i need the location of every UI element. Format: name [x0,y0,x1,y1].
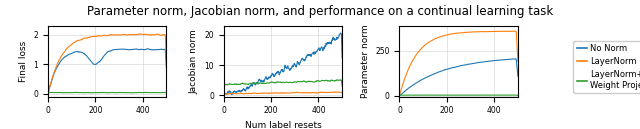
Y-axis label: Jacobian norm: Jacobian norm [190,29,199,94]
Legend: No Norm, LayerNorm, LayerNorm+
Weight Project: No Norm, LayerNorm, LayerNorm+ Weight Pr… [573,41,640,93]
Y-axis label: Parameter norm: Parameter norm [361,25,370,98]
Text: Parameter norm, Jacobian norm, and performance on a continual learning task: Parameter norm, Jacobian norm, and perfo… [87,5,553,18]
Y-axis label: Final loss: Final loss [19,41,28,82]
X-axis label: Num label resets: Num label resets [244,121,321,129]
